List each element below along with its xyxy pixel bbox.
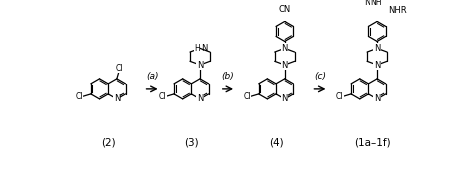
Text: NH: NH bbox=[371, 0, 382, 7]
Text: NHR: NHR bbox=[388, 6, 407, 15]
Text: Cl: Cl bbox=[159, 92, 166, 101]
Text: (4): (4) bbox=[269, 138, 283, 148]
Text: Cl: Cl bbox=[243, 92, 251, 101]
Text: Cl: Cl bbox=[115, 64, 123, 73]
Text: (3): (3) bbox=[184, 138, 199, 148]
Text: N: N bbox=[282, 61, 288, 70]
Text: (a): (a) bbox=[146, 72, 158, 81]
Text: N: N bbox=[282, 44, 288, 53]
Text: (c): (c) bbox=[314, 72, 326, 81]
Text: NH: NH bbox=[365, 0, 377, 7]
Text: (2): (2) bbox=[101, 138, 116, 148]
Text: H: H bbox=[194, 44, 200, 53]
Text: N: N bbox=[282, 94, 288, 103]
Text: N: N bbox=[374, 44, 380, 53]
Text: (1a–1f): (1a–1f) bbox=[354, 138, 391, 148]
Text: Cl: Cl bbox=[336, 92, 343, 101]
Text: N: N bbox=[374, 94, 380, 103]
Text: N: N bbox=[114, 94, 120, 103]
Text: Cl: Cl bbox=[75, 92, 83, 101]
Text: CN: CN bbox=[279, 5, 291, 14]
Text: N: N bbox=[197, 61, 203, 70]
Text: N: N bbox=[201, 44, 208, 53]
Text: N: N bbox=[374, 61, 380, 70]
Text: N: N bbox=[197, 94, 203, 103]
Text: (b): (b) bbox=[221, 72, 234, 81]
